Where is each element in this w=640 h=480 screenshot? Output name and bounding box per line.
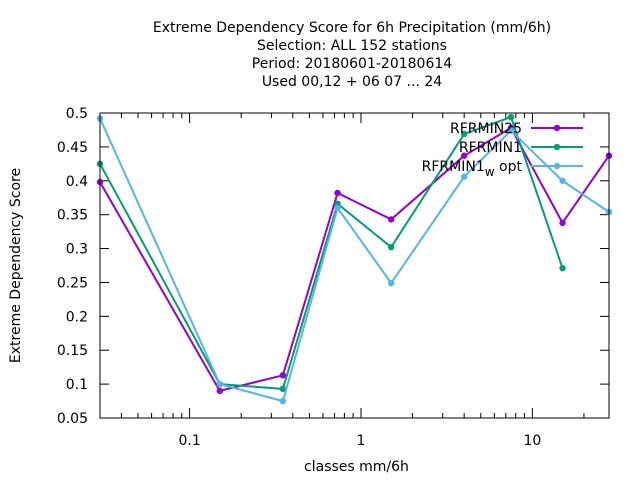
data-point — [216, 380, 223, 388]
series-layer — [96, 113, 613, 405]
series-line — [99, 115, 564, 390]
legend-label-subscript: w — [485, 165, 495, 179]
y-tick-label: 0.2 — [66, 309, 88, 325]
y-tick-label: 0.4 — [66, 174, 88, 190]
legend-label-suffix: opt — [495, 159, 523, 175]
chart-title: Extreme Dependency Score for 6h Precipit… — [153, 20, 551, 90]
y-tick-label: 0.1 — [66, 377, 88, 393]
data-point — [334, 189, 341, 197]
x-axis-label: classes mm/6h — [304, 459, 409, 475]
x-tick-label: 1 — [357, 433, 366, 449]
y-tick-label: 0.45 — [57, 140, 88, 156]
y-tick-label: 0.25 — [57, 275, 88, 291]
data-point — [507, 127, 515, 134]
data-point — [387, 279, 395, 287]
data-point — [387, 216, 395, 223]
y-tick-label: 0.5 — [66, 106, 88, 122]
x-tick-label: 0.1 — [178, 433, 200, 449]
chart-title-line: Used 00,12 + 06 07 ... 24 — [262, 74, 442, 90]
y-tick-label: 0.15 — [57, 343, 88, 359]
y-axis-label: Extreme Dependency Score — [8, 168, 24, 363]
data-point — [216, 387, 223, 395]
data-point — [460, 152, 468, 159]
series-line — [99, 126, 610, 393]
data-point — [279, 397, 287, 405]
data-point — [279, 385, 287, 393]
legend-label: RFRMIN1w opt — [422, 159, 523, 179]
legend-label: RFRMIN25 — [450, 121, 522, 137]
data-point — [460, 173, 468, 180]
y-tick-label: 0.05 — [57, 411, 88, 427]
chart-title-line: Selection: ALL 152 stations — [257, 38, 447, 54]
data-point — [559, 219, 566, 226]
legend-label: RFRMIN1 — [459, 140, 522, 156]
plot-frame — [99, 112, 610, 419]
data-point — [334, 204, 341, 212]
data-point — [279, 372, 287, 379]
chart-title-line: Extreme Dependency Score for 6h Precipit… — [153, 20, 551, 36]
legend-label-name: RFRMIN1 — [459, 140, 522, 156]
data-point — [559, 177, 566, 184]
data-point — [507, 113, 515, 121]
legend-marker — [553, 162, 561, 170]
series-3 — [96, 115, 613, 405]
y-tick-label: 0.35 — [57, 208, 88, 224]
legend-label-name: RFRMIN25 — [450, 121, 522, 137]
data-point — [559, 265, 566, 272]
data-point — [387, 244, 395, 251]
x-tick-label: 10 — [523, 433, 541, 449]
axis-ticks: 0.05 0.1 0.15 0.2 0.25 0.3 0.35 0.4 0.45 0.5 0.1 1 1… — [57, 106, 609, 449]
legend-label-name: RFRMIN1 — [422, 159, 485, 175]
legend-marker — [553, 124, 561, 132]
series-line — [99, 117, 610, 403]
series-2 — [96, 113, 566, 393]
data-point — [460, 130, 468, 138]
y-tick-label: 0.3 — [66, 242, 88, 258]
legend-marker — [553, 143, 561, 151]
chart-title-line: Period: 20180601-20180614 — [252, 56, 452, 72]
